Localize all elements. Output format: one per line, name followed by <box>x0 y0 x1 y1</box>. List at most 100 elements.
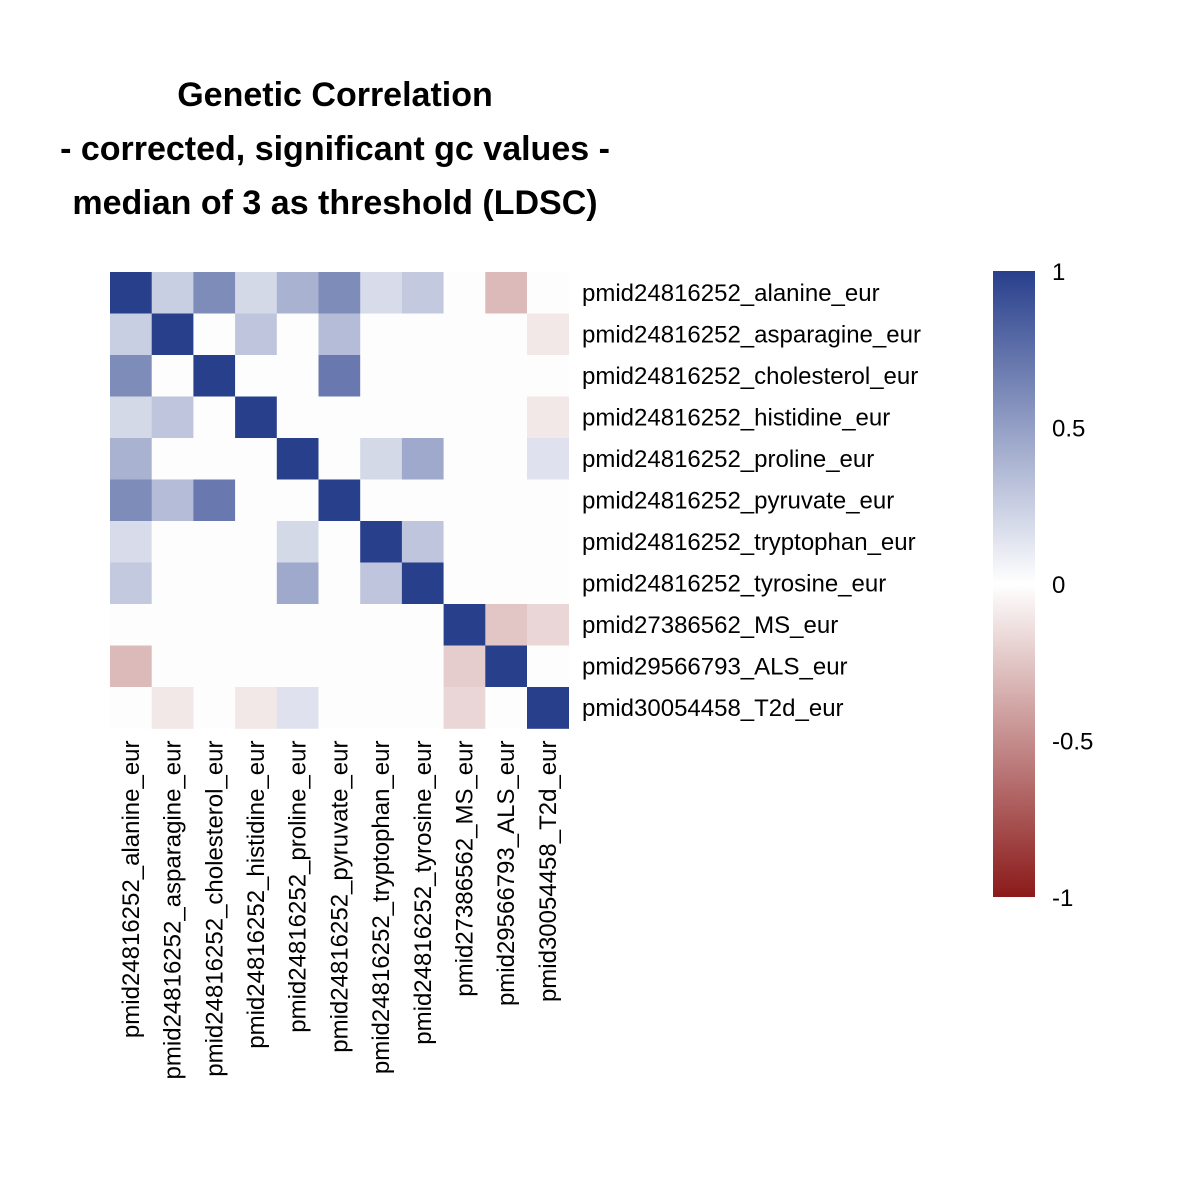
heatmap-cell <box>151 687 194 729</box>
title-line-3: median of 3 as threshold (LDSC) <box>72 184 598 222</box>
heatmap-cell <box>360 521 403 563</box>
heatmap-cell <box>485 272 528 314</box>
heatmap-cell <box>276 272 319 314</box>
heatmap-cell <box>443 645 486 688</box>
heatmap-cell <box>110 521 152 563</box>
chart-title: Genetic Correlation - corrected, signifi… <box>0 68 670 230</box>
row-label: pmid24816252_tyrosine_eur <box>582 570 886 597</box>
column-label: pmid27386562_MS_eur <box>452 740 479 996</box>
heatmap-cell <box>151 355 194 397</box>
heatmap-cell <box>151 396 194 439</box>
heatmap-cell <box>193 272 236 314</box>
heatmap-cell <box>318 272 361 314</box>
title-line-1: Genetic Correlation <box>177 76 493 114</box>
heatmap-cell <box>485 645 528 688</box>
heatmap-cell <box>443 604 486 646</box>
heatmap-cell <box>235 604 278 646</box>
heatmap-cell <box>527 562 569 605</box>
heatmap-cell <box>276 604 319 646</box>
heatmap-cell <box>401 313 444 356</box>
column-label: pmid29566793_ALS_eur <box>493 740 520 1006</box>
heatmap-cell <box>360 355 403 397</box>
legend-colorbar <box>993 271 1035 897</box>
row-label: pmid24816252_proline_eur <box>582 446 874 473</box>
heatmap-cell <box>193 687 236 729</box>
heatmap-cell <box>276 355 319 397</box>
heatmap-cell <box>318 313 361 356</box>
heatmap-cell <box>401 687 444 729</box>
heatmap-cell <box>360 645 403 688</box>
heatmap-cell <box>276 521 319 563</box>
heatmap-cell <box>443 396 486 439</box>
color-legend: 1 0.5 0 -0.5 -1 <box>993 259 1093 912</box>
heatmap-cell <box>193 645 236 688</box>
heatmap-cell <box>193 438 236 480</box>
heatmap-cell <box>360 562 403 605</box>
heatmap-cell <box>318 687 361 729</box>
heatmap-cell <box>193 604 236 646</box>
heatmap-cell <box>443 687 486 729</box>
heatmap-cell <box>151 562 194 605</box>
heatmap-cell <box>193 521 236 563</box>
heatmap-cell <box>443 521 486 563</box>
heatmap-cell <box>110 355 152 397</box>
column-label: pmid24816252_tyrosine_eur <box>410 740 437 1044</box>
heatmap-cell <box>401 272 444 314</box>
heatmap-cell <box>318 355 361 397</box>
heatmap-cell <box>401 521 444 563</box>
column-label: pmid24816252_pyruvate_eur <box>326 740 353 1052</box>
heatmap-cell <box>527 313 569 356</box>
heatmap-cell <box>151 438 194 480</box>
heatmap-cell <box>235 396 278 439</box>
heatmap-cell <box>110 604 152 646</box>
heatmap-cell <box>527 687 569 729</box>
heatmap-cell <box>485 396 528 439</box>
heatmap-cell <box>527 604 569 646</box>
heatmap-cell <box>401 604 444 646</box>
heatmap-cell <box>527 521 569 563</box>
heatmap-cell <box>318 438 361 480</box>
heatmap-cell <box>527 645 569 688</box>
heatmap-cell <box>443 355 486 397</box>
column-label: pmid30054458_T2d_eur <box>535 741 562 1003</box>
heatmap-cell <box>485 438 528 480</box>
heatmap-cell <box>485 313 528 356</box>
heatmap-cell <box>485 521 528 563</box>
heatmap-cell <box>276 396 319 439</box>
heatmap-cell <box>318 645 361 688</box>
heatmap-cell <box>401 645 444 688</box>
heatmap-cell <box>443 479 486 522</box>
heatmap-cell <box>235 562 278 605</box>
heatmap-cell <box>401 355 444 397</box>
heatmap-cell <box>360 687 403 729</box>
heatmap-cell <box>401 479 444 522</box>
heatmap-cell <box>151 479 194 522</box>
heatmap-cell <box>485 355 528 397</box>
heatmap-cell <box>318 396 361 439</box>
heatmap-cell <box>110 313 152 356</box>
heatmap-cells <box>110 272 569 729</box>
heatmap-cell <box>110 562 152 605</box>
heatmap-cell <box>318 604 361 646</box>
legend-tick-label: 0.5 <box>1052 416 1085 443</box>
heatmap-cell <box>401 438 444 480</box>
heatmap-cell <box>318 562 361 605</box>
heatmap-cell <box>151 645 194 688</box>
row-label: pmid29566793_ALS_eur <box>582 653 848 680</box>
heatmap-cell <box>276 313 319 356</box>
heatmap-cell <box>276 562 319 605</box>
heatmap-cell <box>276 687 319 729</box>
row-label: pmid24816252_alanine_eur <box>582 280 880 307</box>
heatmap-cell <box>110 645 152 688</box>
heatmap-cell <box>193 355 236 397</box>
heatmap-cell <box>276 438 319 480</box>
column-label: pmid24816252_cholesterol_eur <box>201 740 228 1076</box>
heatmap-cell <box>401 562 444 605</box>
heatmap-cell <box>110 272 152 314</box>
heatmap-cell <box>193 562 236 605</box>
heatmap-cell <box>318 521 361 563</box>
heatmap-cell <box>527 272 569 314</box>
heatmap-cell <box>485 562 528 605</box>
heatmap-cell <box>360 479 403 522</box>
